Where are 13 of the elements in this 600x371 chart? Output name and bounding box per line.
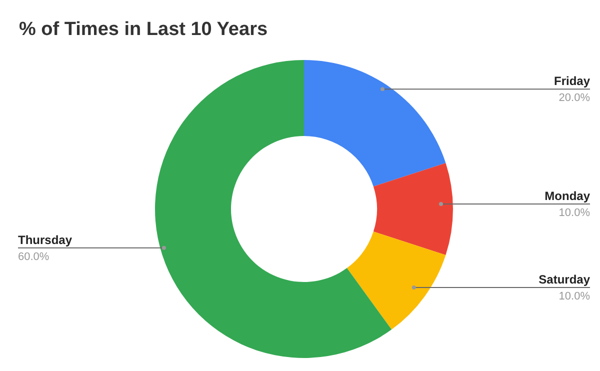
data-label: 10.0% [558, 207, 590, 219]
donut-slice [373, 162, 453, 256]
slice-label: Friday [554, 74, 590, 88]
donut-slice [304, 60, 446, 186]
slice-label: Saturday [538, 272, 590, 286]
slice-label: Thursday [18, 232, 72, 247]
chart-title: % of Times in Last 10 Years [19, 19, 268, 41]
data-label: 60.0% [18, 250, 50, 263]
data-label: 10.0% [558, 290, 590, 302]
slice-label: Monday [544, 189, 590, 203]
donut-slice [155, 60, 392, 358]
data-label: 20.0% [558, 92, 590, 104]
donut-slice [346, 232, 446, 330]
